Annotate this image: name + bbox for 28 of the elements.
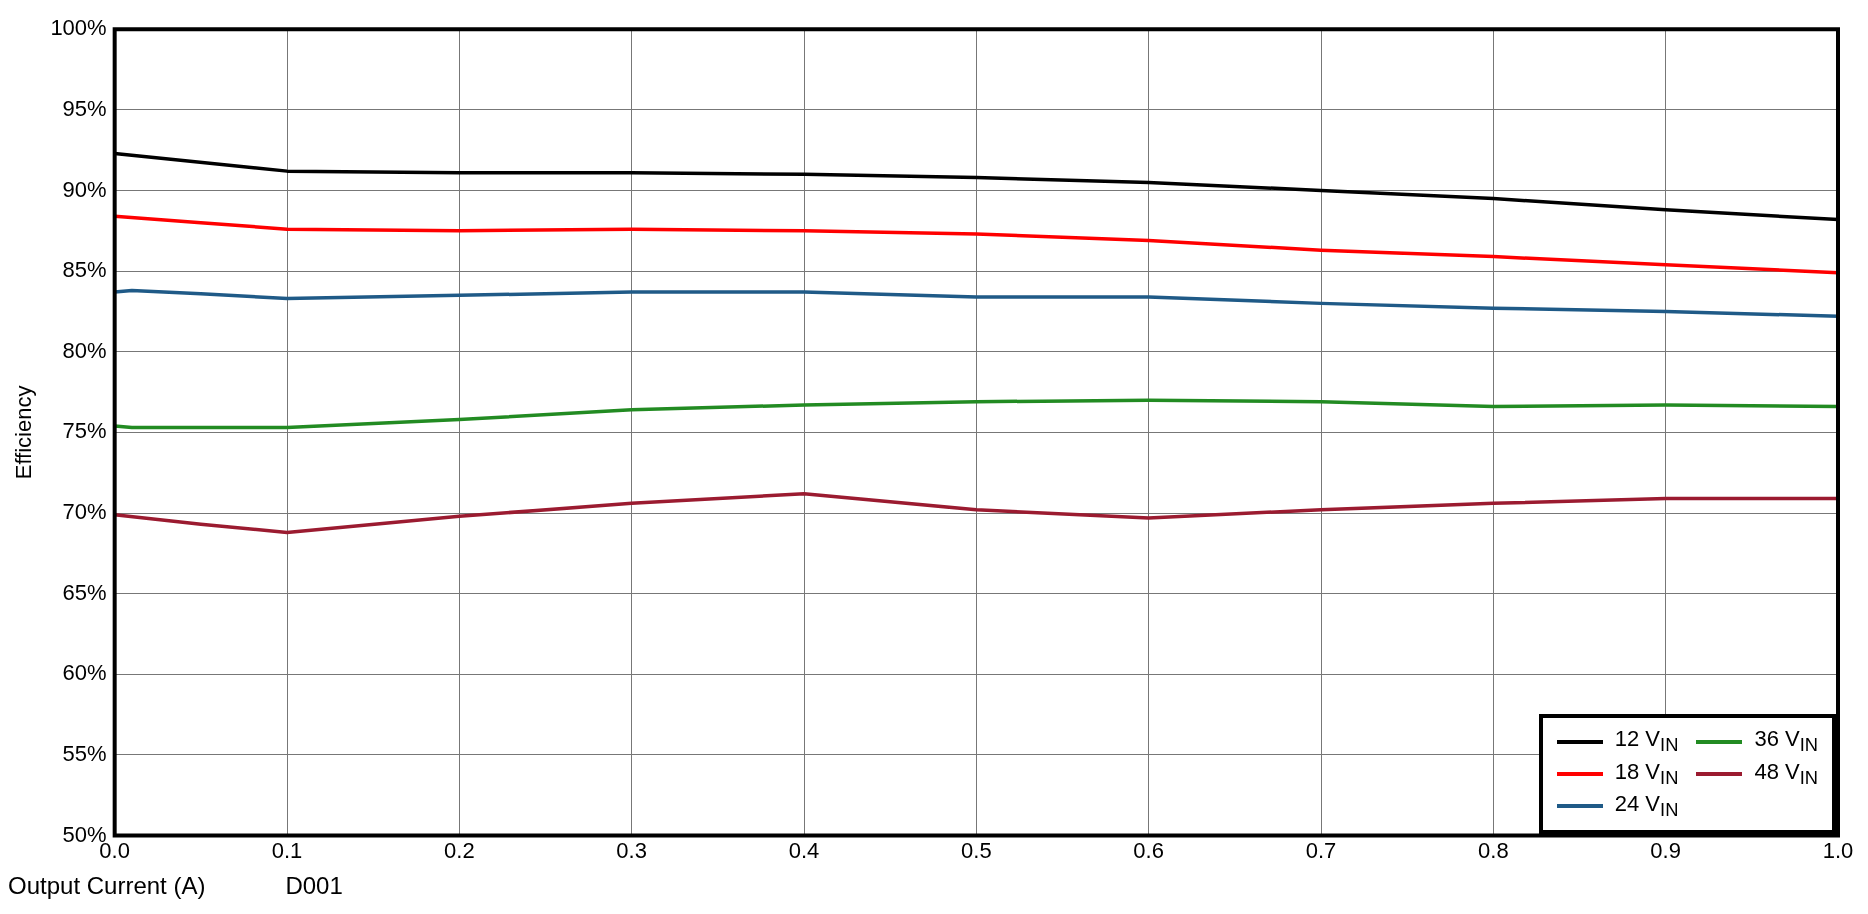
x-tick-label: 0.2: [444, 837, 475, 863]
legend-label: 48 V$_{IN}$: [1754, 758, 1818, 790]
x-tick-label: 0.8: [1478, 837, 1509, 863]
y-tick-label: 90%: [62, 176, 107, 202]
y-tick-label: 95%: [62, 95, 107, 121]
x-tick-label: 0.6: [1133, 837, 1164, 863]
y-axis-title: Efficiency: [11, 385, 37, 480]
x-tick-label: 0.3: [616, 837, 647, 863]
x-tick-label: 0.4: [788, 837, 820, 863]
x-tick-label: 0.7: [1305, 837, 1337, 863]
legend-label: 36 V$_{IN}$: [1754, 726, 1818, 757]
y-tick-label: 60%: [62, 660, 107, 686]
y-tick-label: 70%: [62, 499, 107, 525]
legend-label: 24 V$_{IN}$: [1614, 791, 1679, 822]
x-axis-title: Output Current (A): [8, 872, 206, 900]
legend-label: 18 V$_{IN}$: [1614, 758, 1679, 790]
x-tick-label: 0.5: [961, 837, 992, 863]
x-tick-label: 0.1: [271, 837, 303, 863]
y-tick-label: 80%: [62, 337, 107, 363]
y-tick-label: 75%: [62, 418, 107, 444]
legend-label: 12 V$_{IN}$: [1614, 726, 1679, 757]
text: D001: [285, 872, 343, 900]
x-tick-label: 0.9: [1650, 837, 1681, 863]
y-tick-label: 55%: [62, 741, 107, 767]
y-tick-label: 100%: [50, 15, 107, 41]
y-tick-label: 85%: [62, 257, 107, 283]
x-tick-label: 1.0: [1822, 837, 1854, 863]
y-tick-label: 65%: [62, 579, 107, 605]
